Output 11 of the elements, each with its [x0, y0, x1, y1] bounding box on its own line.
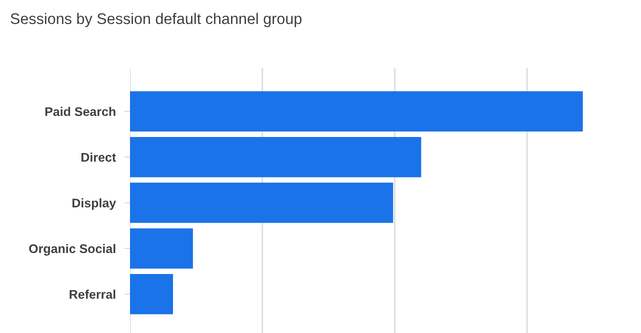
bar [130, 136, 422, 178]
y-tick-label: Referral [70, 290, 116, 299]
bar [130, 182, 394, 223]
y-tick-label: Direct [82, 152, 116, 162]
y-tick-label: Organic Social [29, 244, 116, 256]
bar [130, 274, 174, 314]
y-tick-label: Display [72, 198, 116, 210]
bar [130, 91, 583, 132]
chart-title: Sessions by Session default channel group [10, 12, 302, 28]
bar [130, 228, 193, 269]
y-tick-label: Paid Search [45, 106, 116, 116]
